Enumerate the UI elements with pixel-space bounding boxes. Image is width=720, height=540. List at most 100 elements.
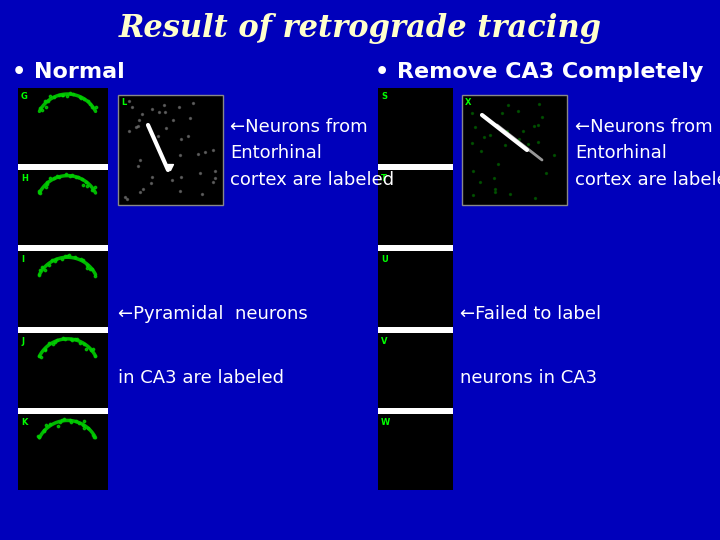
Bar bbox=[378, 251, 453, 327]
Point bbox=[153, 108, 164, 117]
Point bbox=[467, 109, 478, 117]
Bar bbox=[18, 333, 108, 408]
Point bbox=[159, 107, 171, 116]
Point bbox=[476, 146, 487, 155]
Text: S: S bbox=[381, 92, 387, 101]
Point bbox=[504, 190, 516, 198]
Point bbox=[39, 266, 50, 274]
Point bbox=[48, 173, 60, 182]
Point bbox=[145, 179, 156, 187]
Point bbox=[152, 131, 163, 140]
Point bbox=[65, 418, 76, 427]
Point bbox=[83, 424, 94, 433]
Bar bbox=[18, 414, 108, 490]
Point bbox=[176, 134, 187, 143]
Point bbox=[80, 345, 91, 354]
Point bbox=[58, 415, 70, 423]
Point bbox=[69, 252, 81, 261]
Point bbox=[35, 353, 47, 361]
Point bbox=[36, 106, 48, 114]
Point bbox=[78, 340, 90, 348]
Point bbox=[492, 160, 504, 169]
Point bbox=[549, 150, 560, 159]
Point bbox=[490, 185, 501, 194]
Point bbox=[36, 263, 48, 272]
Text: J: J bbox=[21, 337, 24, 346]
Point bbox=[82, 97, 94, 105]
Point bbox=[207, 177, 219, 186]
Point bbox=[532, 138, 544, 146]
Point bbox=[135, 156, 146, 164]
Point bbox=[192, 150, 203, 159]
Point bbox=[182, 132, 194, 140]
Point bbox=[39, 426, 50, 435]
Point bbox=[40, 97, 51, 105]
Point bbox=[90, 103, 102, 111]
Point bbox=[58, 90, 69, 99]
Point bbox=[42, 97, 54, 105]
Point bbox=[34, 104, 45, 112]
Point bbox=[522, 140, 534, 149]
Text: W: W bbox=[381, 418, 390, 427]
Point bbox=[40, 103, 52, 111]
Point bbox=[158, 100, 170, 109]
Point bbox=[167, 115, 179, 124]
Point bbox=[50, 255, 62, 264]
Point bbox=[56, 416, 68, 424]
Point bbox=[39, 345, 50, 353]
Point bbox=[478, 132, 490, 141]
Point bbox=[68, 90, 79, 99]
Text: G: G bbox=[21, 92, 28, 101]
Point bbox=[73, 418, 85, 427]
Text: ←Neurons from
Entorhinal
cortex are labeled: ←Neurons from Entorhinal cortex are labe… bbox=[575, 118, 720, 189]
Bar bbox=[378, 333, 453, 408]
Bar bbox=[378, 245, 453, 251]
Point bbox=[517, 127, 528, 136]
Point bbox=[499, 140, 510, 149]
Point bbox=[136, 110, 148, 118]
Point bbox=[65, 416, 76, 424]
Point bbox=[130, 123, 142, 131]
Point bbox=[46, 255, 58, 264]
Point bbox=[529, 193, 541, 202]
Point bbox=[81, 260, 93, 269]
Point bbox=[88, 431, 99, 440]
Point bbox=[496, 109, 508, 118]
Point bbox=[50, 338, 61, 346]
Point bbox=[80, 178, 91, 187]
Point bbox=[467, 167, 479, 176]
Point bbox=[89, 272, 101, 280]
Point bbox=[503, 100, 514, 109]
Point bbox=[209, 166, 220, 175]
Point bbox=[70, 416, 81, 425]
Point bbox=[47, 340, 58, 348]
Text: I: I bbox=[21, 255, 24, 264]
Point bbox=[123, 96, 135, 105]
Bar bbox=[18, 327, 108, 333]
Point bbox=[34, 352, 45, 361]
Point bbox=[34, 189, 45, 198]
Point bbox=[133, 116, 145, 124]
Bar bbox=[378, 164, 453, 170]
Point bbox=[85, 346, 96, 355]
Point bbox=[66, 335, 78, 344]
Point bbox=[42, 180, 53, 188]
Point bbox=[78, 424, 89, 433]
Point bbox=[513, 134, 525, 143]
Point bbox=[161, 124, 172, 132]
Point bbox=[70, 172, 81, 181]
Bar bbox=[18, 245, 108, 251]
Point bbox=[60, 252, 71, 261]
Point bbox=[122, 194, 133, 203]
Point bbox=[39, 346, 50, 354]
Point bbox=[72, 173, 84, 181]
Point bbox=[78, 256, 89, 265]
Point bbox=[138, 185, 149, 194]
Text: Result of retrograde tracing: Result of retrograde tracing bbox=[119, 12, 601, 44]
Point bbox=[33, 433, 45, 441]
Point bbox=[66, 171, 78, 180]
Text: • Normal: • Normal bbox=[12, 62, 125, 82]
Point bbox=[197, 190, 208, 198]
Point bbox=[122, 127, 134, 136]
Point bbox=[57, 333, 68, 342]
